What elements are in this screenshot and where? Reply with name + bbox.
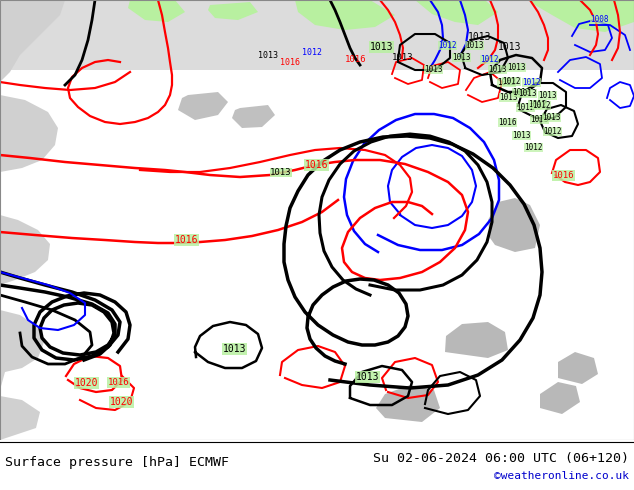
Text: 1012: 1012	[497, 78, 515, 87]
Text: Su 02-06-2024 06:00 UTC (06+120): Su 02-06-2024 06:00 UTC (06+120)	[373, 451, 629, 465]
Text: 1012: 1012	[438, 41, 456, 50]
Text: 1013: 1013	[542, 113, 560, 122]
Text: 1013: 1013	[512, 88, 531, 97]
Text: 1013: 1013	[424, 65, 443, 74]
Polygon shape	[0, 310, 44, 390]
Text: 1012: 1012	[524, 143, 543, 152]
Polygon shape	[488, 198, 540, 252]
Text: 1013: 1013	[223, 344, 247, 354]
Polygon shape	[128, 0, 185, 22]
Polygon shape	[558, 352, 598, 384]
Text: 1016: 1016	[498, 118, 517, 127]
Polygon shape	[0, 95, 58, 210]
Polygon shape	[415, 0, 498, 25]
Polygon shape	[528, 0, 634, 32]
Text: 1013: 1013	[499, 93, 517, 102]
Polygon shape	[376, 385, 440, 422]
Polygon shape	[0, 215, 50, 302]
Text: 1013: 1013	[488, 65, 507, 74]
Text: 1012: 1012	[516, 103, 534, 112]
Text: 1013: 1013	[512, 131, 531, 140]
Text: 1016: 1016	[175, 235, 198, 245]
Text: 1012: 1012	[480, 55, 498, 64]
Text: 1012: 1012	[532, 101, 550, 110]
Text: 1013: 1013	[392, 53, 413, 62]
Text: 1016: 1016	[108, 378, 129, 387]
Text: Surface pressure [hPa] ECMWF: Surface pressure [hPa] ECMWF	[5, 456, 229, 468]
Text: 1013: 1013	[258, 51, 278, 60]
Text: 1013: 1013	[498, 42, 522, 52]
Text: 1016: 1016	[345, 55, 366, 64]
Text: 1012: 1012	[522, 78, 541, 87]
Polygon shape	[178, 92, 228, 120]
Polygon shape	[295, 0, 395, 30]
Text: 1016: 1016	[305, 160, 328, 170]
Text: 1013: 1013	[518, 89, 536, 98]
Text: 1012: 1012	[528, 100, 547, 109]
Text: 1020: 1020	[75, 378, 98, 388]
Text: 1013: 1013	[538, 91, 557, 100]
Text: 1020: 1020	[110, 397, 134, 407]
Text: ©weatheronline.co.uk: ©weatheronline.co.uk	[494, 471, 629, 481]
Polygon shape	[540, 382, 580, 414]
Text: 1013: 1013	[468, 32, 491, 42]
Text: 1013: 1013	[465, 41, 484, 50]
Text: 1013: 1013	[356, 372, 380, 382]
Polygon shape	[0, 0, 634, 70]
Polygon shape	[208, 2, 258, 20]
Text: 1016: 1016	[553, 171, 574, 180]
Text: 1012: 1012	[543, 127, 562, 136]
Polygon shape	[232, 105, 275, 128]
Text: 1013: 1013	[370, 42, 394, 52]
Polygon shape	[0, 396, 40, 440]
Polygon shape	[0, 0, 65, 90]
Text: 1012: 1012	[302, 48, 322, 57]
Text: 1012: 1012	[502, 77, 521, 86]
Text: 1013: 1013	[507, 63, 526, 72]
Text: 1013: 1013	[452, 53, 470, 62]
Text: 1016: 1016	[280, 58, 300, 67]
Text: 1008: 1008	[590, 15, 609, 24]
Text: 1013: 1013	[530, 115, 548, 124]
Polygon shape	[445, 322, 508, 358]
Text: 1013: 1013	[270, 168, 292, 177]
